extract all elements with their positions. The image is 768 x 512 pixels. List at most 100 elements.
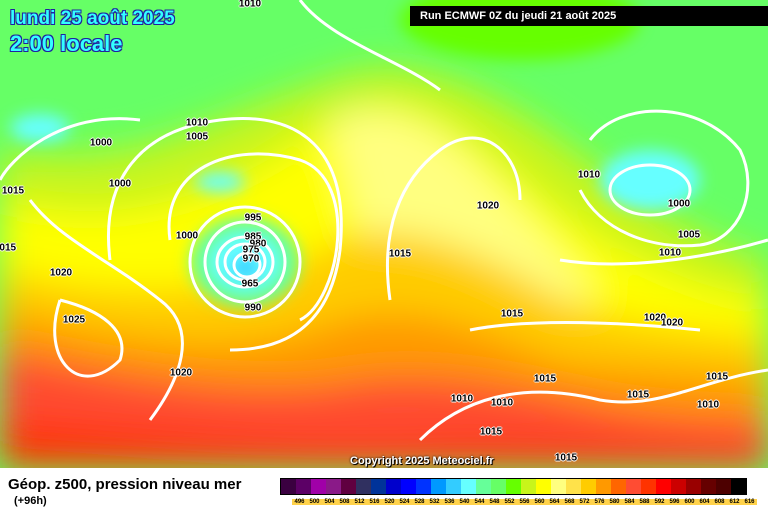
color-swatch <box>536 479 551 494</box>
color-swatch <box>296 479 311 494</box>
color-swatch <box>686 479 701 494</box>
scale-label: 572 <box>577 499 592 505</box>
isobar-label: 975 <box>242 244 260 256</box>
scale-label: 596 <box>667 499 682 505</box>
scale-label: 616 <box>742 499 757 505</box>
color-scale <box>280 478 747 495</box>
isobar-label: 1010 <box>658 247 682 259</box>
forecast-lead-time: (+96h) <box>14 495 47 507</box>
scale-label: 524 <box>397 499 412 505</box>
isobar-label: 1010 <box>185 117 209 129</box>
scale-label: 600 <box>682 499 697 505</box>
forecast-date: lundi 25 août 2025 <box>10 8 175 29</box>
isobar-label: 1015 <box>705 371 729 383</box>
isobar-label: 1015 <box>626 389 650 401</box>
color-swatch <box>731 479 746 494</box>
isobar-label: 1010 <box>238 0 262 10</box>
isobar-label: 965 <box>241 278 259 290</box>
isobar-label: 1000 <box>667 198 691 210</box>
color-swatch <box>581 479 596 494</box>
scale-label: 544 <box>472 499 487 505</box>
color-swatch <box>596 479 611 494</box>
isobar-label: 1000 <box>108 178 132 190</box>
isobar-label: 1010 <box>696 399 720 411</box>
scale-label: 564 <box>547 499 562 505</box>
isobar-label: 1005 <box>185 131 209 143</box>
color-swatch <box>281 479 296 494</box>
color-swatch <box>611 479 626 494</box>
color-swatch <box>371 479 386 494</box>
color-swatch <box>461 479 476 494</box>
scale-label: 528 <box>412 499 427 505</box>
isobars <box>0 0 768 442</box>
scale-label: 500 <box>307 499 322 505</box>
color-swatch <box>356 479 371 494</box>
isobar-label: 1000 <box>89 137 113 149</box>
scale-label: 560 <box>532 499 547 505</box>
color-swatch <box>551 479 566 494</box>
isobar-label: 990 <box>244 302 262 314</box>
scale-label: 520 <box>382 499 397 505</box>
color-swatch <box>326 479 341 494</box>
geopotential-field <box>0 0 768 468</box>
isobar-label: 1015 <box>388 248 412 260</box>
scale-label: 512 <box>352 499 367 505</box>
scale-label: 532 <box>427 499 442 505</box>
isobar-label: 995 <box>244 212 262 224</box>
color-swatch <box>386 479 401 494</box>
legend-footer: Géop. z500, pression niveau mer (+96h) 4… <box>0 468 768 512</box>
copyright: Copyright 2025 Meteociel.fr <box>350 455 494 467</box>
scale-label: 540 <box>457 499 472 505</box>
color-swatch <box>491 479 506 494</box>
scale-label: 584 <box>622 499 637 505</box>
color-swatch <box>701 479 716 494</box>
color-swatch <box>431 479 446 494</box>
color-swatch <box>416 479 431 494</box>
isobar-label: 1015 <box>479 426 503 438</box>
scale-label: 504 <box>322 499 337 505</box>
isobar-label: 1010 <box>490 397 514 409</box>
color-swatch <box>476 479 491 494</box>
isobar-label: 1015 <box>554 452 578 464</box>
forecast-time: 2:00 locale <box>10 31 123 56</box>
scale-label: 588 <box>637 499 652 505</box>
isobar-label: 980 <box>249 238 267 250</box>
isobar-label: 1010 <box>450 393 474 405</box>
model-run-banner: Run ECMWF 0Z du jeudi 21 août 2025 <box>410 6 768 26</box>
isobar-label: 1020 <box>49 267 73 279</box>
isobar-label: 1020 <box>660 317 684 329</box>
isobar-label: 970 <box>242 253 260 265</box>
color-swatch <box>566 479 581 494</box>
color-swatch <box>506 479 521 494</box>
scale-label: 608 <box>712 499 727 505</box>
scale-label: 604 <box>697 499 712 505</box>
scale-label: 592 <box>652 499 667 505</box>
isobar-label: 1015 <box>500 308 524 320</box>
isobar-label: 1005 <box>677 229 701 241</box>
scale-label: 508 <box>337 499 352 505</box>
color-swatch <box>521 479 536 494</box>
isobar-label: 1020 <box>643 312 667 324</box>
isobar-label: 1025 <box>62 314 86 326</box>
color-scale-labels: 496 500 504 508 512 516 520 524 528 532 536 540 544 5… <box>292 499 757 505</box>
scale-label: 536 <box>442 499 457 505</box>
scale-label: 576 <box>592 499 607 505</box>
map-title: Géop. z500, pression niveau mer <box>8 476 242 493</box>
color-swatch <box>401 479 416 494</box>
scale-label: 516 <box>367 499 382 505</box>
color-swatch <box>311 479 326 494</box>
color-swatch <box>671 479 686 494</box>
color-swatch <box>446 479 461 494</box>
weather-map: lundi 25 août 2025 2:00 locale Run ECMWF… <box>0 0 768 468</box>
isobar-label: 985 <box>244 231 262 243</box>
isobar-label: 1020 <box>476 200 500 212</box>
scale-label: 612 <box>727 499 742 505</box>
color-swatch <box>716 479 731 494</box>
isobar-label: 1015 <box>0 242 17 254</box>
color-swatch <box>656 479 671 494</box>
scale-label: 556 <box>517 499 532 505</box>
scale-label: 496 <box>292 499 307 505</box>
isobar-label: 1020 <box>169 367 193 379</box>
isobar-label: 1010 <box>577 169 601 181</box>
scale-label: 580 <box>607 499 622 505</box>
